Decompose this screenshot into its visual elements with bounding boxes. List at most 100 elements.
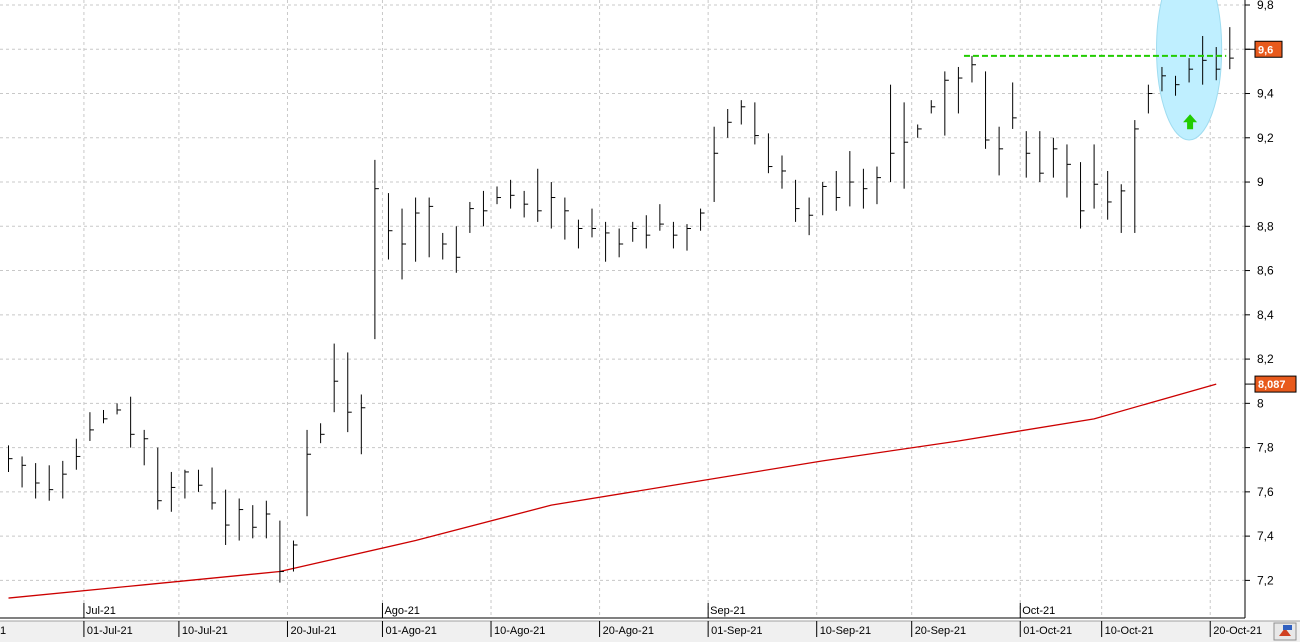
ohlc-bar [1188,58,1194,83]
ohlc-bar [781,155,786,189]
ohlc-bar [401,208,407,280]
ohlc-bar [1229,27,1234,70]
ohlc-bar [21,456,27,488]
x-tick-label: 01-Sep-21 [711,625,762,637]
ohlc-bar [632,221,637,242]
y-tick-label: 7,2 [1257,573,1274,587]
ohlc-bar [211,467,217,510]
ohlc-bar [238,498,244,541]
up-arrow-icon [1183,114,1198,130]
ohlc-bar [170,471,176,512]
ohlc-bar [333,343,339,413]
ohlc-bar [374,159,379,340]
corner-widget[interactable] [1273,622,1297,641]
ohlc-bar [8,445,13,472]
settings-icon-glyph [1279,628,1291,636]
price-badges: 9,6 8,087 [1245,40,1297,393]
ohlc-bar [116,403,122,415]
ohlc-bar [659,204,664,231]
ohlc-bar [252,505,257,539]
ohlc-bar [740,100,746,125]
ohlc-bar [1012,82,1017,129]
y-tick-label: 7,8 [1257,441,1274,455]
ohlc-bar [577,219,583,249]
ohlc-bar [455,226,461,273]
price-badge-label: 9,6 [1258,44,1273,56]
ohlc-bar [591,208,597,238]
x-tick-label: 20-Sep-21 [915,625,966,637]
ohlc-bar [89,412,94,441]
ohlc-bar [1066,144,1071,198]
y-tick-label: 9,4 [1257,87,1274,101]
ohlc-bar [862,168,868,209]
ohlc-bar [265,500,271,539]
x-axis-band [0,621,1300,642]
month-label: Oct-21 [1022,605,1055,617]
ohlc-bar [849,151,854,207]
ohlc-bar [48,465,54,501]
price-badge [1254,40,1283,58]
x-tick-label: 01-Ago-21 [385,625,436,637]
ohlc-bar [496,186,502,205]
ohlc-bar [1147,84,1153,114]
ohlc-bar [944,71,949,136]
ohlc-bar [767,133,773,174]
ohlc-bar [415,197,420,262]
ohlc-bar [510,179,515,209]
ohlc-bar [1202,35,1207,85]
resistance-layer [963,54,1227,130]
ohlc-bar [225,489,230,545]
ohlc-bar [985,71,990,149]
x-tick-label: 10-Jul-21 [182,625,228,637]
ohlc-bar [686,224,691,251]
x-tick-label: 20-Jul-21 [290,625,336,637]
ohlc-bar [1052,137,1058,178]
price-badge-label: 8,087 [1258,379,1286,391]
ohlc-bar [62,460,67,499]
ohlc-bar [157,447,162,510]
ohlc-bar [130,396,135,448]
ohlc-bar [75,438,81,470]
ohlc-bar [320,423,325,444]
ohlc-bar [537,168,542,222]
left-edge-label: 1 [0,625,6,637]
ohlc-bar [35,463,40,499]
month-label: Jul-21 [86,605,116,617]
y-tick-label: 8,8 [1257,219,1274,233]
y-tick-label: 9,2 [1257,131,1274,145]
ohlc-bars [8,27,1234,583]
ohlc-bar [754,102,759,145]
ohlc-bar [808,197,814,236]
ohlc-bar [835,170,841,211]
x-tick-label: 01-Jul-21 [87,625,133,637]
ohlc-bar [998,126,1004,176]
ohlc-bar [292,540,298,572]
ohlc-bar [102,409,108,424]
ohlc-bar [713,126,719,202]
ohlc-bar [822,182,827,216]
ohlc-bar [930,100,936,114]
ohlc-bar [1134,120,1139,233]
ohlc-bar [957,66,963,114]
ohlc-bar [1093,144,1099,209]
ohlc-bar [197,469,203,492]
ohlc-bar [469,201,474,233]
ohlc-bar [347,352,352,433]
x-tick-label: 20-Oct-21 [1213,625,1262,637]
y-tick-label: 8 [1257,396,1264,410]
ohlc-bar [442,232,447,260]
ohlc-bar [1161,66,1166,92]
settings-icon-glyph [1283,625,1292,630]
x-axis-ticks: Jul-21 Ago-21 Sep-21 Oct-21 01-Jul-21 10-Jul-… [0,603,1262,637]
ohlc-bar [428,197,434,258]
ohlc-bar [727,109,732,138]
ohlc-bar [360,394,366,455]
ohlc-bar [143,429,149,466]
ohlc-bar [605,221,610,262]
ohlc-bar [903,102,909,189]
y-tick-label: 9 [1257,175,1264,189]
y-tick-label: 7,4 [1257,529,1274,543]
